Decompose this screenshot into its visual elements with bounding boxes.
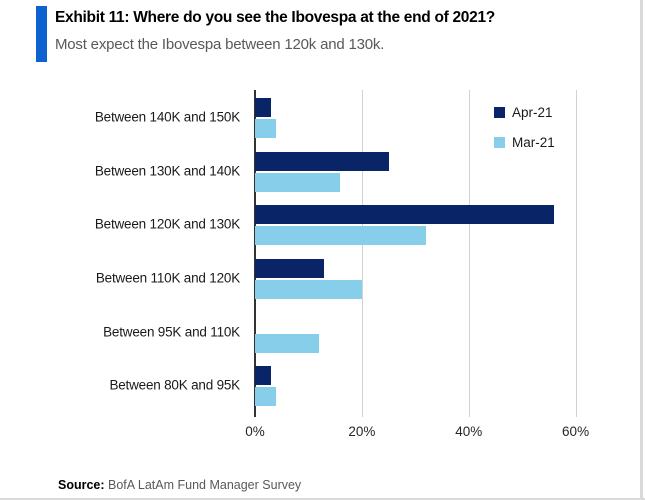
legend-label: Apr-21 — [512, 105, 553, 120]
category-label: Between 80K and 95K — [109, 377, 240, 393]
category-label: Between 130K and 140K — [94, 163, 240, 178]
legend-item-apr-21: Apr-21 — [494, 105, 555, 120]
category-label: Between 95K and 110K — [103, 324, 240, 340]
legend-swatch-icon — [494, 137, 505, 148]
bar-mar-21-5 — [255, 387, 277, 407]
gridline-60pct — [575, 90, 577, 417]
chart-row: Between 80K and 95K — [0, 358, 645, 412]
bar-apr-21-1 — [255, 151, 389, 171]
bar-apr-21-5 — [255, 366, 272, 386]
legend-label: Mar-21 — [512, 135, 555, 150]
chart-row: Between 140K and 150K — [0, 90, 645, 144]
x-axis-labels: 0% 20% 40% 60% — [0, 424, 645, 444]
exhibit-title: Exhibit 11: Where do you see the Ibovesp… — [55, 9, 495, 26]
chart-row: Between 130K and 140K — [0, 144, 645, 198]
ibovespa-bar-chart: Between 140K and 150K Between 130K and 14… — [0, 90, 645, 450]
source-text: BofA LatAm Fund Manager Survey — [104, 478, 302, 492]
exhibit-subtitle: Most expect the Ibovespa between 120k an… — [55, 36, 385, 53]
chart-rows: Between 140K and 150K Between 130K and 14… — [0, 90, 645, 412]
category-label: Between 120K and 130K — [94, 216, 240, 232]
x-tick-label-40: 40% — [455, 424, 483, 439]
header-accent-bar — [36, 6, 47, 62]
chart-row: Between 95K and 110K — [0, 305, 645, 359]
bar-mar-21-4 — [255, 333, 320, 353]
chart-row: Between 120K and 130K — [0, 197, 645, 251]
window-bottom-edge — [0, 498, 645, 500]
window-right-edge — [640, 0, 643, 500]
x-tick-label-0: 0% — [245, 424, 265, 439]
bar-apr-21-2 — [255, 205, 555, 225]
category-label: Between 140K and 150K — [94, 109, 240, 125]
source-label: Source: — [58, 478, 105, 492]
x-tick-label-20: 20% — [348, 424, 376, 439]
legend-swatch-icon — [494, 107, 505, 118]
category-label: Between 110K and 120K — [95, 270, 240, 286]
source-line: Source: BofA LatAm Fund Manager Survey — [58, 478, 301, 492]
gridline-20pct — [361, 90, 363, 417]
legend-item-mar-21: Mar-21 — [494, 135, 555, 150]
bar-apr-21-0 — [255, 98, 272, 117]
chart-row: Between 110K and 120K — [0, 251, 645, 305]
bar-mar-21-2 — [255, 226, 426, 246]
x-tick-label-60: 60% — [562, 424, 590, 439]
y-axis-line — [254, 90, 256, 417]
bar-mar-21-1 — [255, 172, 341, 192]
bar-mar-21-0 — [255, 119, 277, 138]
chart-legend: Apr-21 Mar-21 — [494, 105, 555, 150]
bar-apr-21-3 — [255, 259, 325, 279]
bar-mar-21-3 — [255, 280, 362, 300]
gridline-40pct — [468, 90, 470, 417]
